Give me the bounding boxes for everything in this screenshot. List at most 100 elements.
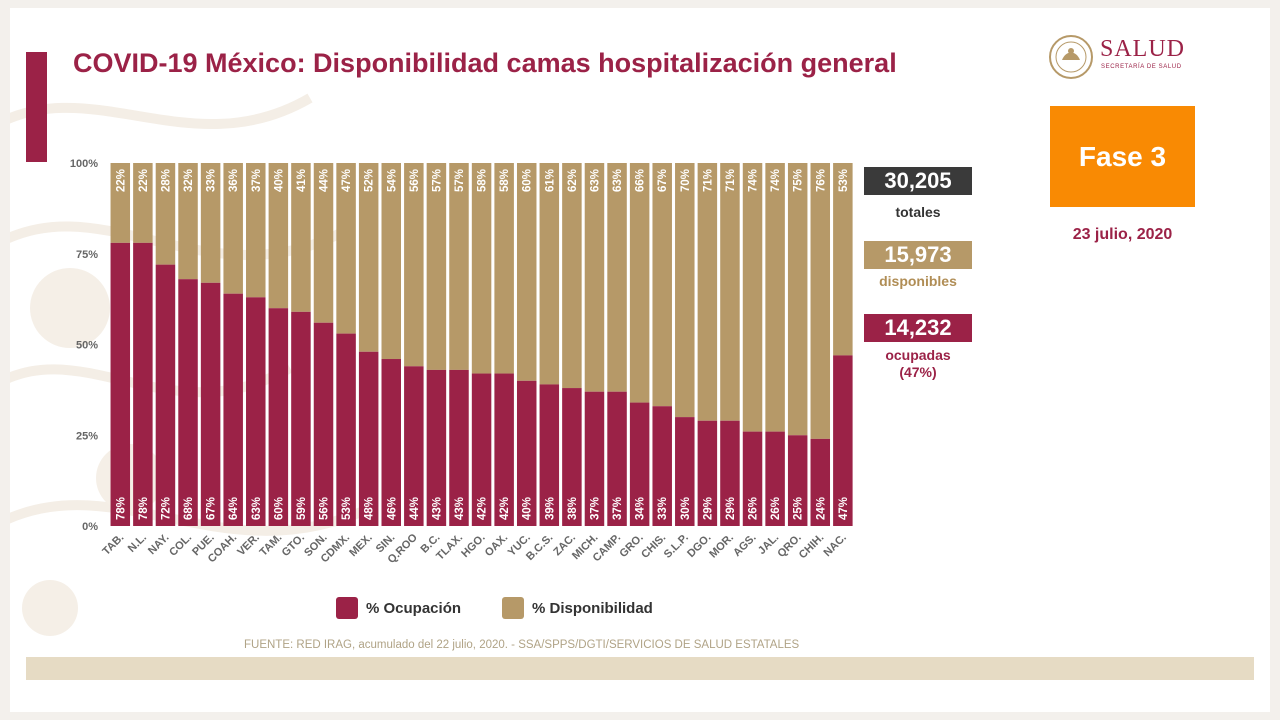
y-tick-label: 75% [76, 249, 98, 261]
category-label: COL. [167, 532, 194, 559]
data-label-occupancy: 78% [138, 497, 150, 520]
category-label: MEX. [347, 532, 375, 560]
bar-occupancy [358, 351, 379, 526]
bar-availability [336, 163, 356, 334]
bar-availability [629, 163, 650, 403]
bar-availability [562, 163, 582, 389]
total-beds-value: 30,205 [864, 167, 972, 195]
bar-availability [426, 163, 447, 370]
data-label-occupancy: 26% [770, 497, 782, 520]
category-label: S.L.P. [662, 532, 691, 561]
data-label-availability: 57% [454, 169, 466, 192]
data-label-occupancy: 39% [544, 497, 556, 520]
bar-occupancy [562, 388, 582, 526]
seal-icon [1049, 35, 1093, 79]
data-label-availability: 47% [341, 169, 353, 192]
bar-occupancy [246, 297, 266, 526]
data-label-availability: 53% [838, 169, 850, 192]
category-label: CHIS. [639, 532, 668, 561]
bar-availability [720, 163, 740, 421]
data-label-occupancy: 42% [499, 497, 511, 520]
data-label-availability: 56% [409, 169, 421, 192]
chart-title: COVID-19 México: Disponibilidad camas ho… [73, 48, 897, 78]
legend-swatch-occupancy [336, 597, 358, 619]
data-label-occupancy: 67% [206, 497, 218, 520]
bar-occupancy [110, 242, 131, 527]
bar-occupancy [697, 420, 718, 526]
bar-occupancy [607, 391, 627, 526]
y-tick-label: 25% [76, 430, 98, 442]
data-label-availability: 63% [589, 169, 601, 192]
bar-occupancy [742, 431, 763, 526]
data-label-occupancy: 33% [657, 497, 669, 520]
bar-availability [607, 163, 627, 392]
data-label-availability: 22% [138, 169, 150, 192]
data-label-occupancy: 78% [115, 497, 127, 520]
data-label-occupancy: 26% [748, 497, 760, 520]
data-label-occupancy: 24% [815, 497, 827, 520]
occupied-beds-label: ocupadas [885, 347, 951, 363]
occupied-beds-percent: (47%) [899, 364, 937, 380]
bar-availability [291, 163, 311, 312]
title-accent-bar [26, 52, 47, 162]
category-label: N.L. [126, 532, 149, 555]
data-label-occupancy: 30% [680, 497, 692, 520]
data-label-occupancy: 46% [386, 497, 398, 520]
data-label-occupancy: 34% [635, 497, 647, 520]
bar-occupancy [291, 311, 311, 526]
bar-availability [765, 163, 785, 432]
bar-availability [200, 163, 221, 283]
data-label-availability: 67% [657, 169, 669, 192]
category-label: TLAX. [434, 532, 465, 563]
bar-occupancy [720, 420, 740, 526]
data-label-availability: 37% [251, 169, 263, 192]
data-label-occupancy: 64% [228, 497, 240, 520]
data-label-availability: 52% [364, 169, 376, 192]
data-label-occupancy: 37% [612, 497, 624, 520]
bar-availability [358, 163, 379, 352]
category-label: NAY. [146, 532, 172, 558]
bar-occupancy [404, 366, 424, 526]
available-beds-label: disponibles [879, 273, 957, 289]
footer-band [26, 657, 1254, 680]
data-label-availability: 66% [635, 169, 647, 192]
bar-occupancy [539, 384, 560, 526]
data-label-availability: 62% [567, 169, 579, 192]
bar-occupancy [675, 417, 695, 526]
bar-occupancy [178, 279, 198, 526]
data-label-availability: 33% [206, 169, 218, 192]
bar-occupancy [516, 380, 537, 526]
logo-name: SALUD [1100, 36, 1186, 62]
bar-availability [833, 163, 853, 356]
bar-occupancy [494, 373, 514, 526]
bar-availability [313, 163, 334, 323]
data-label-occupancy: 68% [183, 497, 195, 520]
available-beds-value: 15,973 [864, 241, 972, 269]
data-label-occupancy: 60% [273, 497, 285, 520]
bar-availability [268, 163, 289, 309]
category-label: AGS. [731, 532, 759, 560]
bar-availability [652, 163, 672, 407]
bar-occupancy [200, 282, 221, 526]
bar-occupancy [787, 435, 808, 526]
data-label-availability: 22% [115, 169, 127, 192]
data-label-occupancy: 38% [567, 497, 579, 520]
bar-occupancy [629, 402, 650, 526]
legend-label-availability: % Disponibilidad [532, 599, 653, 617]
data-label-occupancy: 53% [341, 497, 353, 520]
bar-availability [584, 163, 605, 392]
total-beds-label: totales [895, 204, 941, 220]
bar-availability [178, 163, 198, 280]
y-tick-label: 0% [82, 521, 98, 533]
bar-occupancy [133, 242, 153, 527]
bar-occupancy [833, 355, 853, 526]
bar-availability [381, 163, 401, 360]
data-label-availability: 71% [725, 169, 737, 192]
bar-availability [539, 163, 560, 385]
occupied-beds-value: 14,232 [864, 314, 972, 342]
data-label-availability: 41% [296, 169, 308, 192]
bar-availability [675, 163, 695, 418]
data-label-availability: 60% [522, 169, 534, 192]
data-label-occupancy: 44% [409, 497, 421, 520]
legend-swatch-availability [502, 597, 524, 619]
